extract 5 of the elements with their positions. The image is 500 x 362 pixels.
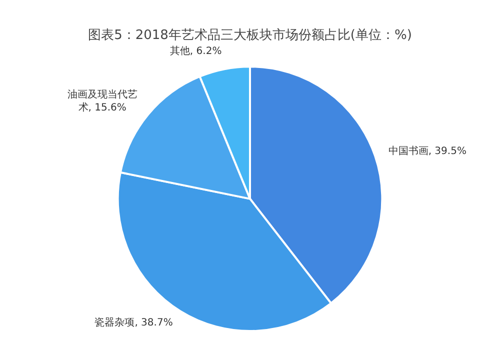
slice-label: 中国书画, 39.5% [388, 145, 466, 158]
chart-title: 图表5：2018年艺术品三大板块市场份额占比(单位：%) [88, 28, 412, 44]
slice-label: 油画及现当代艺术, 15.6% [67, 88, 138, 114]
slice-label: 其他, 6.2% [170, 44, 222, 57]
slice-label: 瓷器杂项, 38.7% [94, 316, 173, 329]
